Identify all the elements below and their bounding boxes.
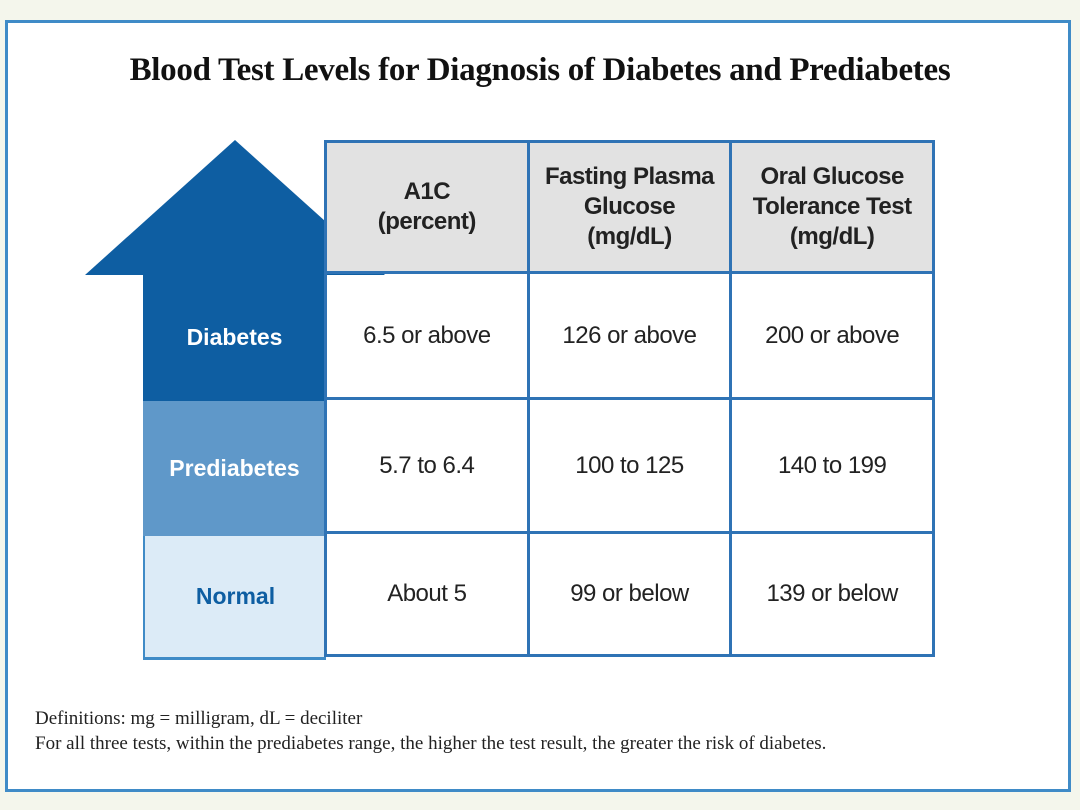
risk-note-text: For all three tests, within the prediabe… xyxy=(35,733,827,754)
header-line: (percent) xyxy=(377,208,477,235)
table-cell: About 5 xyxy=(324,531,530,657)
row-label-diabetes: Diabetes xyxy=(143,274,326,401)
levels-table: A1C (percent) Fasting Plasma Glucose (mg… xyxy=(324,140,935,657)
column-header-a1c: A1C (percent) xyxy=(324,140,530,274)
table-row-normal: About 5 99 or below 139 or below xyxy=(324,531,935,657)
row-label-prediabetes: Prediabetes xyxy=(143,401,326,536)
table-cell: 139 or below xyxy=(729,531,935,657)
table-header-row: A1C (percent) Fasting Plasma Glucose (mg… xyxy=(324,140,935,274)
arrow-up-icon xyxy=(85,140,385,275)
table-cell: 126 or above xyxy=(526,271,733,400)
table-cell: 140 to 199 xyxy=(729,397,935,534)
row-label-normal: Normal xyxy=(143,536,326,660)
table-cell: 6.5 or above xyxy=(324,271,530,400)
page-title: Blood Test Levels for Diagnosis of Diabe… xyxy=(129,52,951,88)
table-cell: 5.7 to 6.4 xyxy=(324,397,530,534)
table-cell: 100 to 125 xyxy=(526,397,733,534)
header-line: (mg/dL) xyxy=(789,223,875,250)
definitions-text: Definitions: mg = milligram, dL = decili… xyxy=(35,708,363,729)
header-line: A1C xyxy=(403,178,451,205)
table-cell: 99 or below xyxy=(526,531,733,657)
header-line: Fasting Plasma xyxy=(544,163,715,190)
table-row-diabetes: 6.5 or above 126 or above 200 or above xyxy=(324,271,935,400)
column-header-fasting: Fasting Plasma Glucose (mg/dL) xyxy=(526,140,733,274)
header-line: Oral Glucose xyxy=(760,163,904,190)
column-header-oral: Oral Glucose Tolerance Test (mg/dL) xyxy=(729,140,935,274)
header-line: Glucose xyxy=(583,193,676,220)
footnote: Definitions: mg = milligram, dL = decili… xyxy=(35,706,826,756)
header-line: Tolerance Test xyxy=(752,193,912,220)
header-line: (mg/dL) xyxy=(587,223,672,250)
table-cell: 200 or above xyxy=(729,271,935,400)
table-row-prediabetes: 5.7 to 6.4 100 to 125 140 to 199 xyxy=(324,397,935,534)
